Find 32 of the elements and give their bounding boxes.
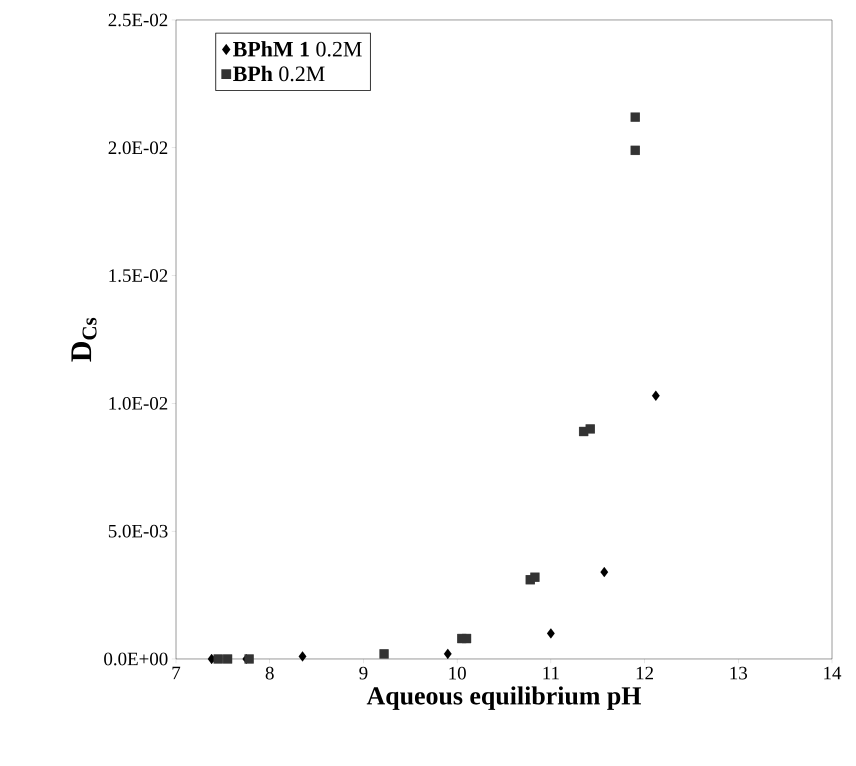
point — [244, 654, 254, 664]
point — [530, 572, 540, 582]
point — [630, 112, 640, 122]
legend-label: BPh 0.2M — [233, 66, 325, 82]
point — [600, 566, 608, 578]
y-tick-label: 1.0E-02 — [109, 396, 168, 410]
point — [213, 654, 223, 664]
y-tick-label: 5.0E-03 — [108, 524, 168, 538]
x-tick-label: 7 — [172, 666, 180, 680]
x-axis-title: Aqueous equilibrium pH — [366, 686, 642, 710]
y-tick-label: 2.0E-02 — [108, 141, 168, 154]
y-tick-label: 0.0E+00 — [104, 652, 168, 666]
y-tick-label: 1.5E-02 — [109, 269, 168, 282]
point — [462, 634, 472, 644]
point — [222, 654, 232, 664]
point — [379, 649, 389, 659]
point — [652, 390, 660, 401]
y-axis-title: D$_{Cs}$ — [71, 318, 97, 362]
point — [298, 651, 306, 662]
x-tick-label: 10 — [449, 666, 466, 680]
point — [444, 648, 452, 660]
x-tick-label: 12 — [636, 666, 653, 680]
x-tick-label: 8 — [266, 666, 274, 680]
x-tick-label: 14 — [824, 666, 842, 680]
y-tick-label: 2.5E-02 — [108, 14, 168, 26]
x-tick-label: 13 — [730, 666, 748, 680]
point — [546, 628, 555, 639]
point — [630, 146, 640, 156]
x-tick-label: 9 — [359, 666, 368, 680]
x-tick-label: 11 — [543, 666, 559, 680]
point — [586, 424, 595, 434]
legend-label: BPhM 1 0.2M — [233, 41, 362, 57]
